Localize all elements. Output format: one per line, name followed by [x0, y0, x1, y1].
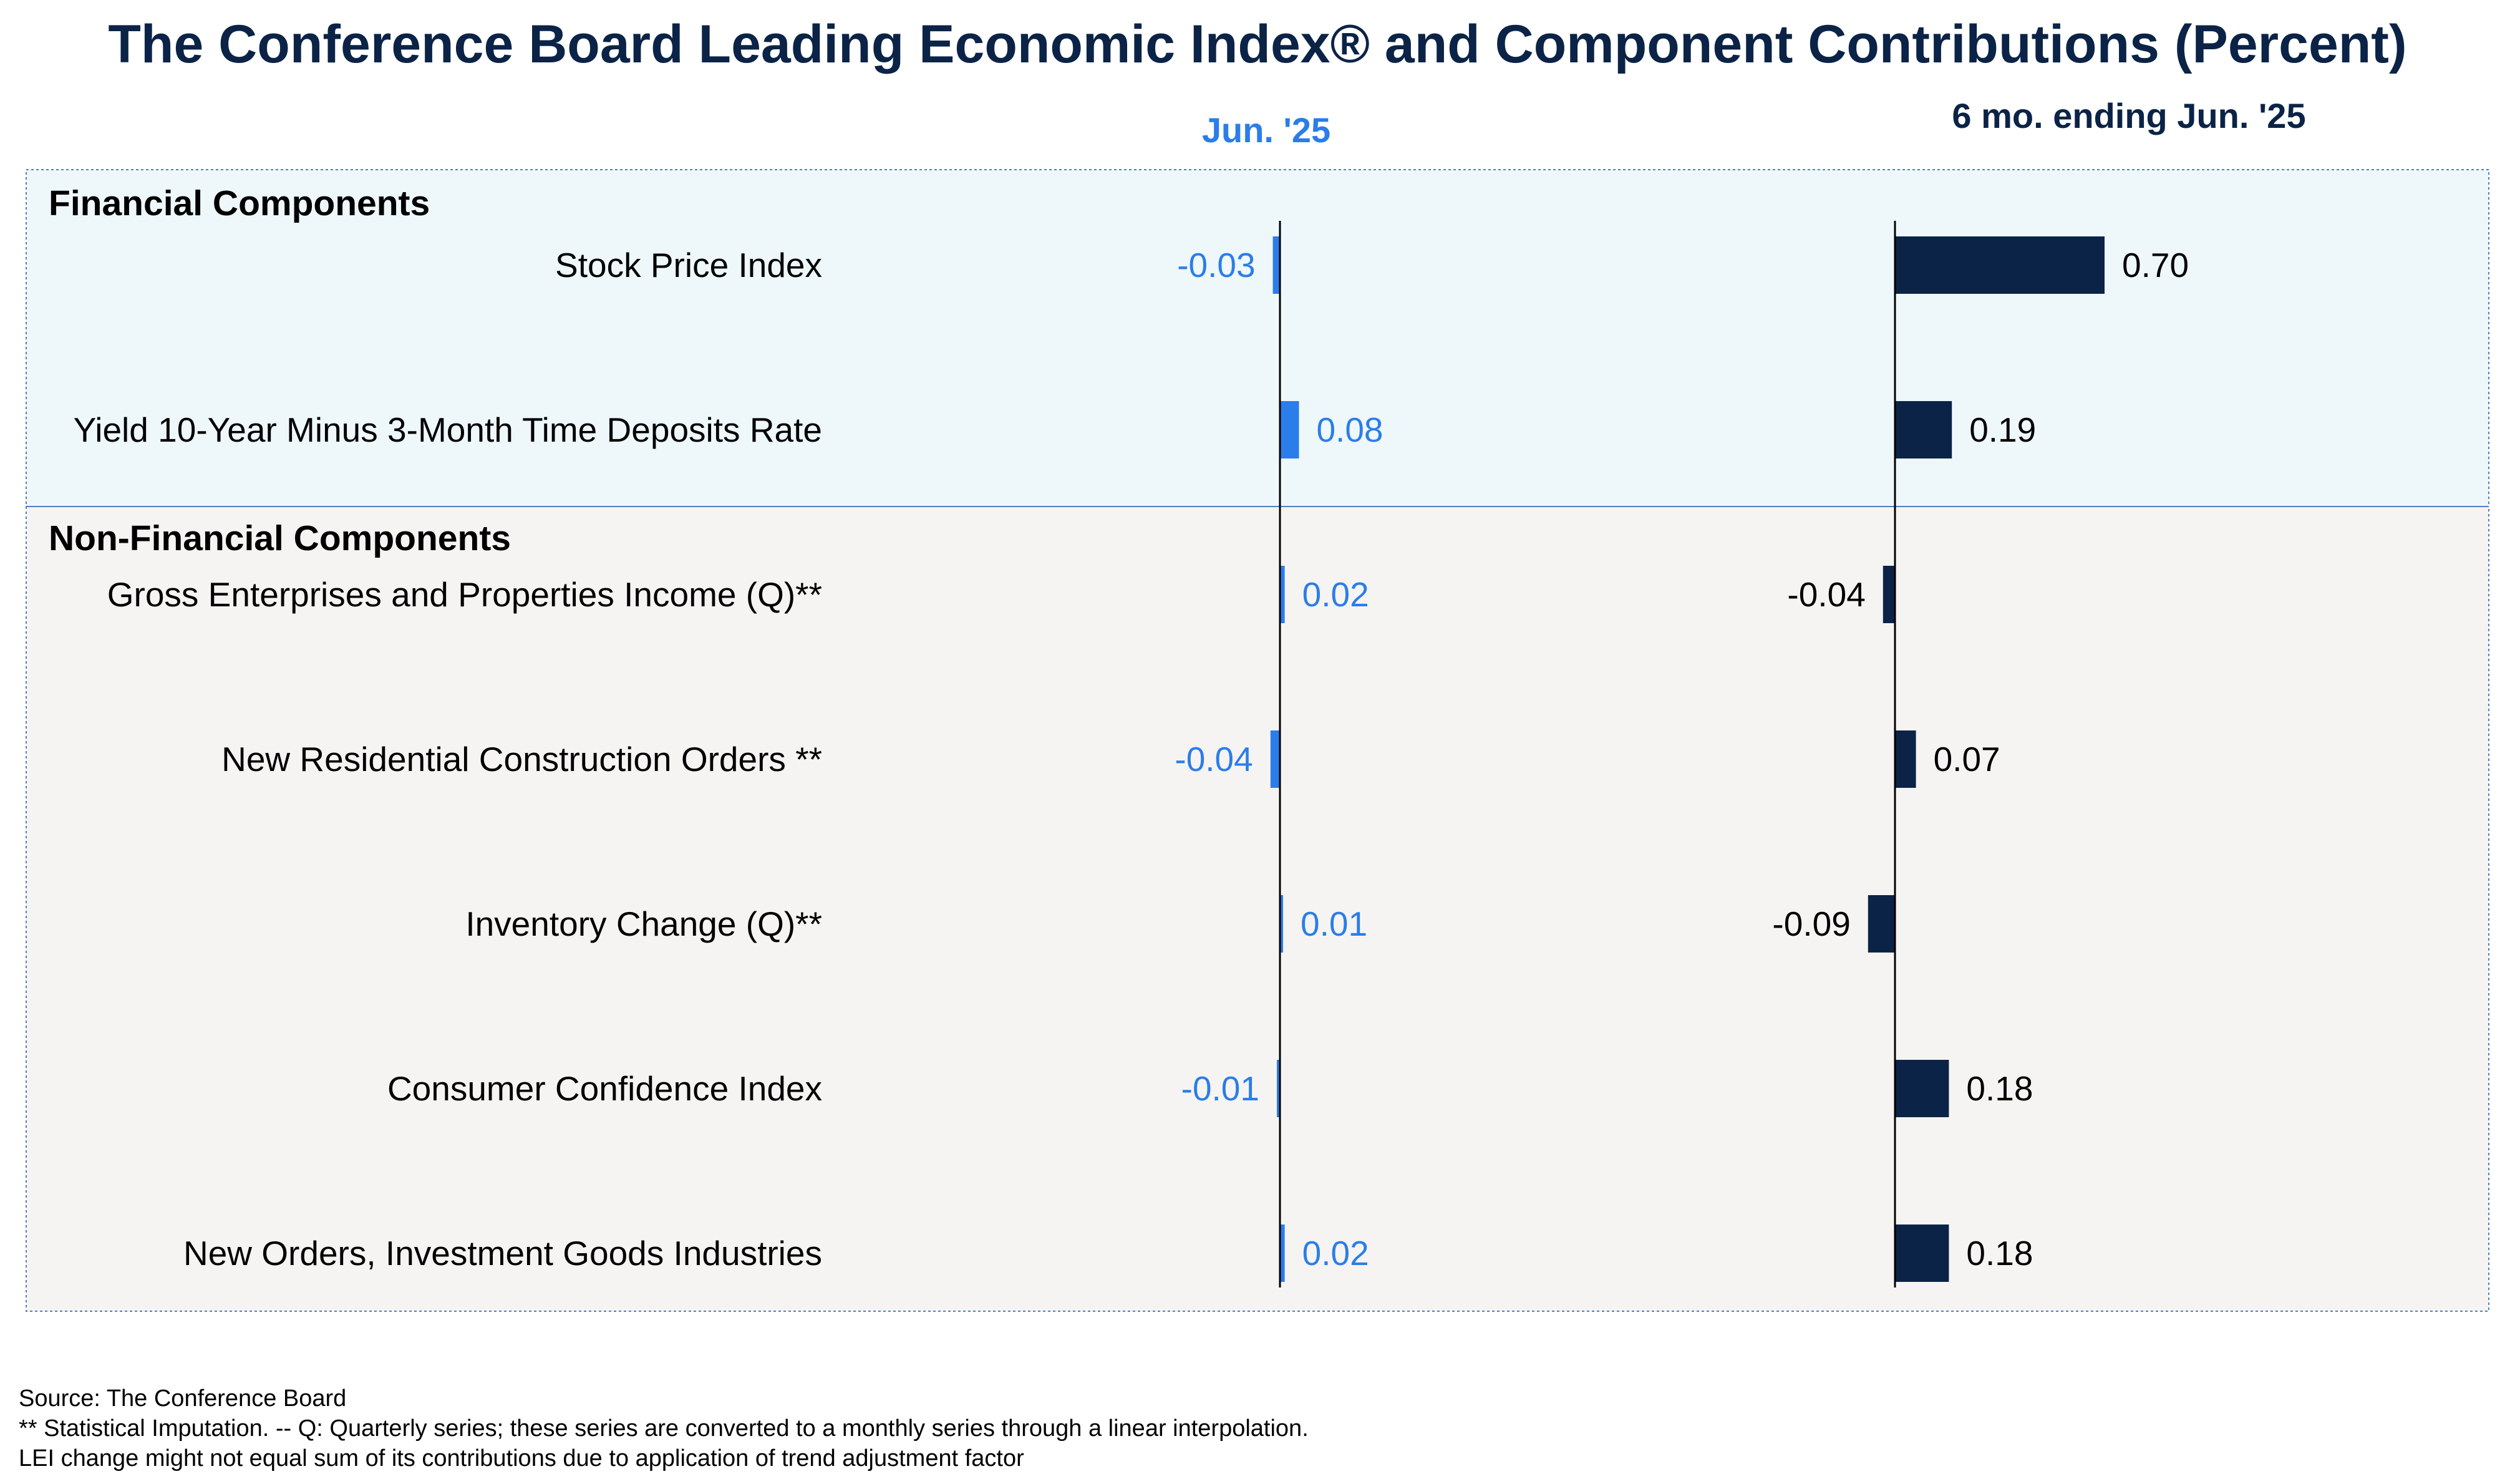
footnote-imputation: ** Statistical Imputation. -- Q: Quarter… — [19, 1415, 1309, 1442]
data-label: 0.70 — [2122, 246, 2189, 284]
bar — [1895, 401, 1952, 458]
bar — [1895, 236, 2105, 294]
data-label: 0.02 — [1302, 575, 1369, 614]
section-label: Financial Components — [49, 183, 430, 223]
bar — [1272, 236, 1280, 294]
row-label: Gross Enterprises and Properties Income … — [107, 575, 822, 614]
footnote-trend-adjustment: LEI change might not equal sum of its co… — [19, 1445, 1024, 1472]
data-label: -0.01 — [1181, 1069, 1259, 1108]
bar — [1868, 895, 1895, 953]
footnotes: Source: The Conference Board ** Statisti… — [19, 1384, 1309, 1473]
bar — [1277, 1060, 1280, 1117]
panel-title-monthly: Jun. '25 — [1202, 110, 1330, 150]
row-label: Stock Price Index — [555, 246, 822, 284]
data-label: 0.18 — [1966, 1234, 2033, 1273]
data-label: 0.01 — [1301, 904, 1367, 943]
row-label: Consumer Confidence Index — [387, 1069, 822, 1108]
row-label: Inventory Change (Q)** — [465, 904, 822, 943]
bar — [1270, 730, 1280, 788]
financial-section-bg — [26, 169, 2489, 507]
bar — [1883, 566, 1895, 623]
row-label: Yield 10-Year Minus 3-Month Time Deposit… — [74, 410, 822, 449]
bar — [1280, 895, 1283, 953]
panel-title-six-month: 6 mo. ending Jun. '25 — [1952, 96, 2305, 135]
bar — [1895, 730, 1916, 788]
bar — [1280, 566, 1285, 623]
data-label: -0.09 — [1772, 904, 1850, 943]
chart-title: The Conference Board Leading Economic In… — [108, 14, 2407, 74]
data-label: 0.07 — [1934, 740, 2000, 778]
section-label: Non-Financial Components — [49, 518, 511, 558]
data-label: 0.08 — [1316, 410, 1383, 449]
bar — [1895, 1060, 1949, 1117]
row-label: New Orders, Investment Goods Industries — [183, 1234, 822, 1273]
data-label: -0.03 — [1177, 246, 1255, 284]
data-label: 0.19 — [1969, 410, 2036, 449]
bar — [1280, 1225, 1285, 1282]
non-financial-section-bg — [26, 506, 2489, 1312]
bar — [1280, 401, 1299, 458]
footnote-source: Source: The Conference Board — [19, 1385, 347, 1412]
data-label: 0.18 — [1966, 1069, 2033, 1108]
bar — [1895, 1225, 1949, 1282]
row-label: New Residential Construction Orders ** — [221, 740, 822, 778]
data-label: -0.04 — [1787, 575, 1865, 614]
data-label: -0.04 — [1175, 740, 1253, 778]
data-label: 0.02 — [1302, 1234, 1369, 1273]
